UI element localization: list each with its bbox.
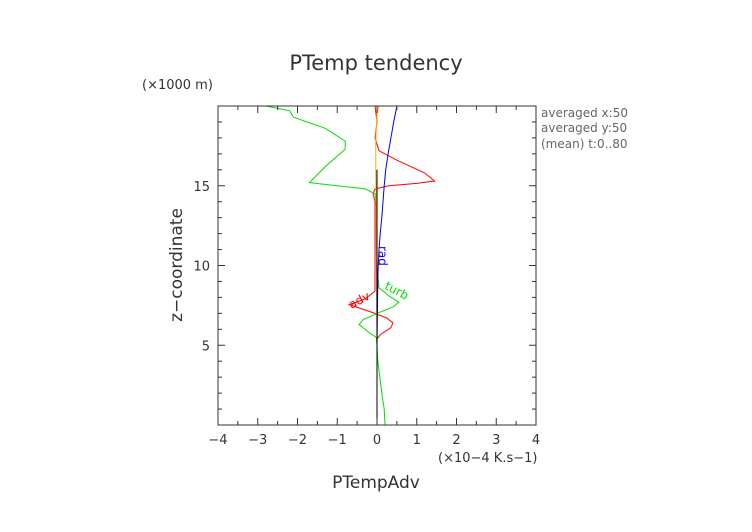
series-label-rad: rad bbox=[376, 246, 390, 266]
y-scale-label: (×1000 m) bbox=[142, 78, 213, 93]
y-tick-label: 10 bbox=[193, 260, 210, 275]
y-tick-label: 15 bbox=[193, 180, 210, 195]
x-scale-label: (×10−4 K.s−1) bbox=[438, 451, 537, 466]
x-tick-label: 0 bbox=[373, 433, 381, 448]
axis-ticks: −4 −3 −2 −1 0 1 2 3 4 5 10 15 bbox=[193, 106, 540, 448]
x-tick-label: −3 bbox=[248, 433, 267, 448]
x-tick-label: 2 bbox=[452, 433, 460, 448]
x-tick-label: −2 bbox=[288, 433, 307, 448]
plot-lines bbox=[265, 106, 436, 425]
series-line-adv bbox=[347, 106, 436, 425]
x-tick-label: 3 bbox=[492, 433, 500, 448]
x-tick-label: 4 bbox=[532, 433, 540, 448]
annotation-x-average: averaged x:50 bbox=[541, 106, 628, 120]
x-tick-label: −1 bbox=[328, 433, 347, 448]
y-axis-label: z−coordinate bbox=[167, 208, 187, 322]
annotation-time-mean: (mean) t:0..80 bbox=[541, 137, 628, 151]
x-axis-label: PTempAdv bbox=[332, 473, 420, 493]
x-tick-label: 1 bbox=[413, 433, 421, 448]
y-tick-label: 5 bbox=[202, 339, 210, 354]
x-tick-label: −4 bbox=[208, 433, 227, 448]
annotations: averaged x:50 averaged y:50 (mean) t:0..… bbox=[541, 106, 628, 151]
chart-title: PTemp tendency bbox=[289, 51, 462, 75]
annotation-y-average: averaged y:50 bbox=[541, 121, 627, 135]
series-label-turb: turb bbox=[382, 279, 411, 303]
